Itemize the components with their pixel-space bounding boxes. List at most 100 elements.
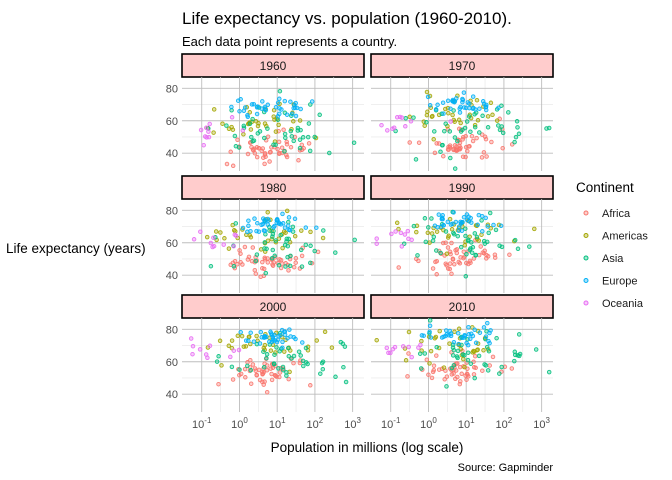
data-point-americas [297,118,303,123]
data-point-asia [515,246,521,252]
legend-label-asia: Asia [602,253,624,265]
data-point-asia [468,361,474,366]
data-point-asia [319,360,325,366]
data-point-africa [260,372,265,377]
data-point-asia [463,233,468,239]
data-point-asia [298,247,304,253]
data-point-asia [468,129,473,134]
data-point-asia [278,232,283,238]
data-point-americas [211,107,217,112]
data-point-asia [214,359,220,364]
data-point-europe [278,222,284,227]
data-point-europe [481,101,487,107]
data-point-africa [426,372,431,377]
data-point-americas [299,228,304,233]
data-point-africa [264,368,270,373]
data-point-asia [466,114,472,119]
data-point-oceania [208,240,214,246]
data-point-europe [282,225,288,230]
y-tick-label: 80 [166,83,178,95]
data-point-europe [246,223,251,229]
data-point-asia [512,237,518,243]
data-point-asia [516,332,522,337]
data-point-europe [441,111,446,116]
data-point-asia [403,116,408,121]
data-point-europe [260,221,266,227]
data-point-asia [487,210,493,216]
data-point-africa [216,381,221,387]
data-point-oceania [399,244,405,249]
data-point-americas [441,365,447,370]
data-point-europe [282,98,288,104]
data-point-asia [486,230,491,236]
data-point-americas [241,344,247,349]
data-point-oceania [405,228,411,234]
data-point-asia [286,353,292,359]
data-point-americas [474,97,480,103]
data-point-africa [440,240,446,246]
data-point-europe [285,336,290,341]
x-tick-label: 103 [533,416,550,431]
data-point-europe [265,102,271,108]
y-tick-label: 60 [166,357,178,369]
data-point-oceania [231,243,236,249]
data-point-asia [401,241,407,246]
data-point-oceania [408,119,414,124]
data-point-americas [450,112,455,118]
data-point-americas [425,230,431,236]
data-point-asia [264,352,270,357]
data-point-americas [211,130,216,135]
data-point-africa [492,255,498,260]
data-point-americas [422,123,427,128]
facet-strip [181,294,365,319]
facet-strip [370,53,554,78]
data-point-europe [288,99,293,104]
data-point-asia [464,119,470,124]
data-point-europe [450,99,456,104]
data-point-africa [240,262,245,267]
data-point-asia [318,371,323,376]
y-tick-label: 40 [166,270,178,282]
data-point-oceania [191,237,197,242]
data-point-oceania [374,241,379,246]
data-point-africa [296,158,301,163]
data-point-americas [222,236,227,241]
data-point-asia [253,258,259,264]
data-point-oceania [384,345,390,351]
data-point-asia [455,348,461,354]
data-point-asia [286,219,291,225]
data-point-americas [429,231,435,236]
data-point-oceania [240,128,246,133]
data-point-oceania [210,244,215,250]
data-point-europe [432,223,438,228]
data-point-europe [277,96,282,102]
data-point-asia [423,239,429,245]
data-point-asia [290,224,296,230]
data-point-americas [291,119,296,124]
data-point-asia [455,138,460,144]
data-point-americas [248,341,253,347]
data-point-oceania [190,343,196,349]
data-point-asia [305,134,311,140]
data-point-asia [247,121,253,127]
data-point-africa [457,381,463,387]
data-point-africa [430,266,436,271]
data-point-asia [512,358,517,364]
data-point-americas [414,223,420,229]
data-point-africa [299,142,305,148]
data-point-africa [449,372,455,377]
data-point-europe [456,341,461,347]
data-point-africa [424,357,430,362]
data-point-americas [235,333,241,339]
data-point-europe [260,99,265,104]
data-point-europe [245,114,251,120]
data-point-africa [267,159,272,164]
facet-panels: 1960406080197019804060801990200040608020… [166,53,554,412]
data-point-americas [280,245,285,251]
data-point-europe [480,229,485,234]
data-point-africa [276,151,282,157]
data-point-africa [243,375,248,380]
data-point-americas [292,233,298,239]
facet-strip-label: 2010 [449,300,476,314]
data-point-africa [448,251,453,257]
